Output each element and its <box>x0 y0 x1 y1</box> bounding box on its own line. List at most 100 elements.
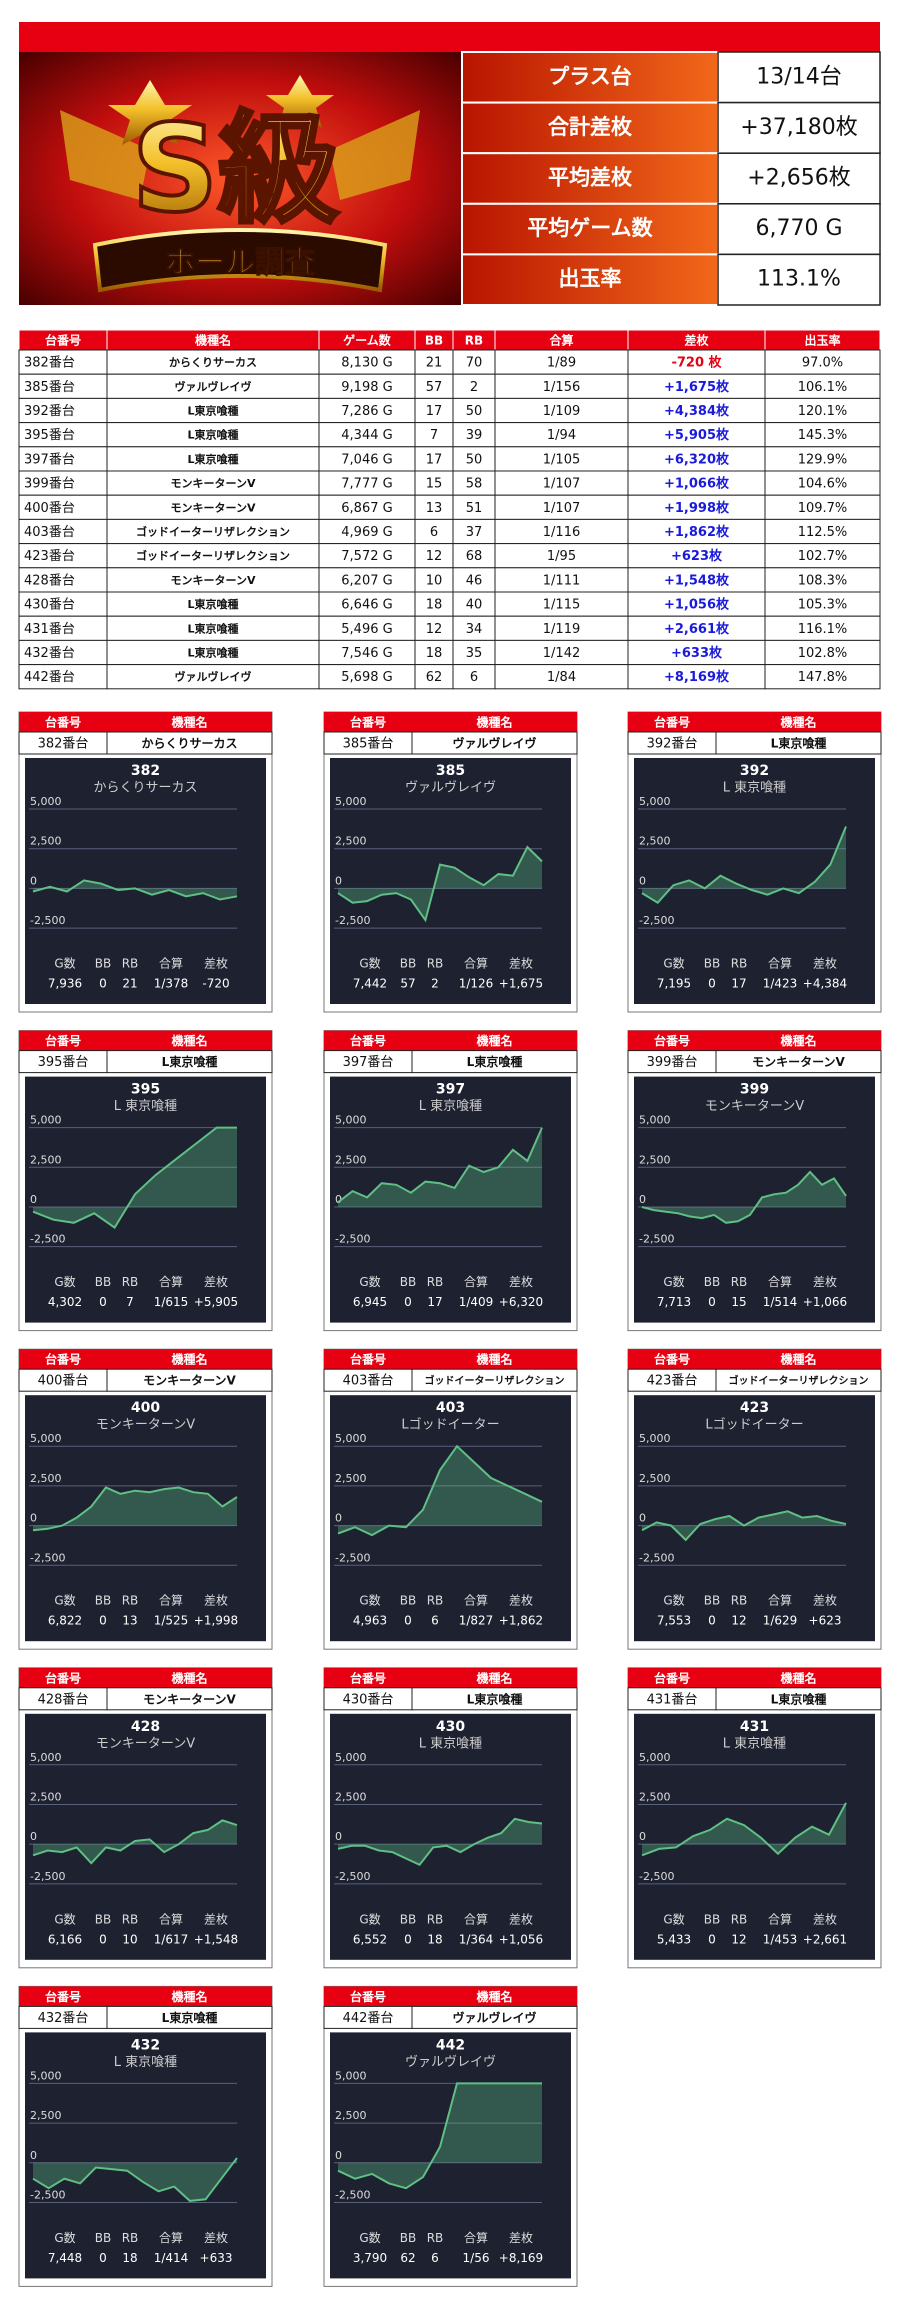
table-model: L東京喰種 <box>187 452 238 466</box>
table-cell <box>452 470 496 496</box>
table-header: BB <box>425 334 443 348</box>
stat-value: +1,056 <box>499 1932 543 1946</box>
table-cell <box>764 349 881 375</box>
y-tick-label: 2,500 <box>639 1472 671 1485</box>
table-cell <box>494 518 629 545</box>
table-value: 1/94 <box>547 428 576 443</box>
chart-box <box>25 1713 266 1960</box>
table-value: 428番台 <box>24 572 75 588</box>
stat-value: 0 <box>99 1614 107 1628</box>
stat-label: RB <box>122 1275 139 1289</box>
card-model: L東京喰種 <box>467 1691 523 1706</box>
stat-label: 差枚 <box>204 1911 228 1926</box>
table-value: 102.7% <box>798 549 848 564</box>
chart-area <box>642 1172 846 1223</box>
y-tick-label: -2,500 <box>30 1233 65 1246</box>
table-value: 7 <box>430 428 438 443</box>
stat-label: RB <box>122 2231 139 2245</box>
chart-area <box>33 1487 237 1531</box>
table-cell <box>318 543 416 569</box>
table-cell <box>318 349 416 375</box>
chart-line <box>32 1126 237 1230</box>
stat-value: 6,552 <box>353 1932 387 1946</box>
table-value: 68 <box>466 549 483 564</box>
card-model: モンキーターンV <box>752 1055 845 1069</box>
table-cell <box>106 494 320 520</box>
chart-line <box>337 1127 543 1203</box>
summary-value-cell <box>717 101 881 154</box>
chart-title: 392 <box>740 763 769 779</box>
card-header-label: 機種名 <box>476 1033 512 1048</box>
table-cell <box>764 397 881 424</box>
table-cell <box>764 567 881 593</box>
card-machine: 385番台 <box>343 736 394 752</box>
table-value: 2 <box>470 380 478 395</box>
table-value: 423番台 <box>24 548 75 564</box>
card-header-label: 台番号 <box>45 1352 81 1367</box>
stat-label: BB <box>704 1275 720 1289</box>
card-header-bar <box>324 1986 577 2007</box>
chart-box <box>330 1076 571 1323</box>
summary-label: 平均差枚 <box>548 166 633 190</box>
y-tick-label: 5,000 <box>639 1751 671 1764</box>
chart-subtitle: L 東京喰種 <box>723 780 786 796</box>
card-header-label: 機種名 <box>476 1989 512 2004</box>
stat-value: 1/126 <box>459 977 494 991</box>
table-cell <box>627 591 766 617</box>
stat-value: 10 <box>122 1932 137 1946</box>
summary-value-cell <box>717 51 881 104</box>
stat-value: +1,862 <box>499 1614 543 1628</box>
table-model: L東京喰種 <box>187 404 238 418</box>
stat-label: 差枚 <box>813 1593 837 1608</box>
table-header: 台番号 <box>45 333 81 348</box>
summary-value: 113.1% <box>757 267 841 292</box>
stat-value: 18 <box>122 2251 137 2265</box>
y-tick-label: 2,500 <box>335 835 367 848</box>
table-value: 392番台 <box>24 403 75 419</box>
card-machine: 431番台 <box>647 1691 698 1707</box>
table-value: 15 <box>426 477 443 492</box>
table-cell <box>414 615 454 641</box>
stat-label: G数 <box>54 1274 75 1289</box>
card-header-label: 機種名 <box>476 1670 512 1685</box>
table-value: 129.9% <box>798 452 848 467</box>
card-model: L東京喰種 <box>771 1691 827 1706</box>
card-header-label: 台番号 <box>654 1033 690 1048</box>
stat-label: RB <box>427 1912 444 1926</box>
y-tick-label: 0 <box>639 874 646 887</box>
table-cell <box>106 664 320 690</box>
card-header-label: 機種名 <box>476 1352 512 1367</box>
chart-area <box>338 847 542 921</box>
stat-label: G数 <box>663 1911 684 1926</box>
chart-area <box>338 2083 542 2189</box>
table-cell <box>318 518 416 545</box>
stat-label: BB <box>400 1594 416 1608</box>
y-tick-label: -2,500 <box>639 914 674 927</box>
stat-value: 6 <box>431 2251 439 2265</box>
banner-ribbon <box>92 228 388 293</box>
table-model: ゴッドイーターリザレクション <box>136 549 290 563</box>
stat-value: 1/423 <box>763 977 798 991</box>
table-cell <box>494 567 629 593</box>
table-value: 145.3% <box>798 428 848 443</box>
table-cell <box>452 446 496 472</box>
table-value: +1,862枚 <box>664 524 730 540</box>
banner-subtitle: ホール調査 <box>165 246 315 281</box>
y-tick-label: 2,500 <box>30 1790 62 1803</box>
stat-label: G数 <box>359 1593 380 1608</box>
card-header-bar <box>19 1986 272 2007</box>
y-tick-label: 2,500 <box>335 1153 367 1166</box>
y-tick-label: 0 <box>335 2149 342 2162</box>
stat-value: 12 <box>731 1614 746 1628</box>
table-value: +1,675枚 <box>664 379 730 395</box>
table-value: 7,546 G <box>341 646 392 661</box>
stat-label: G数 <box>663 956 684 971</box>
table-cell <box>106 639 320 666</box>
stat-value: +1,998 <box>194 1614 238 1628</box>
table-model: L東京喰種 <box>187 646 238 660</box>
table-value: 7,286 G <box>341 404 392 419</box>
chart-line <box>337 1444 543 1537</box>
table-value: 62 <box>426 670 443 685</box>
table-model: L東京喰種 <box>187 428 238 442</box>
